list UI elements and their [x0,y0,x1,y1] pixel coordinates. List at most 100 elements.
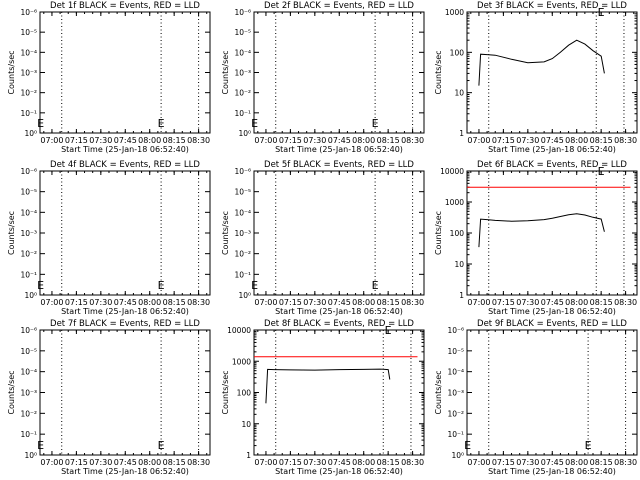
y-tick-label: 10⁻⁵ [20,28,37,37]
y-tick-label: 10⁻² [234,89,251,98]
x-tick-label: 08:15 [377,298,400,307]
y-tick-label: 10⁻¹ [234,270,251,279]
event-marker: E [37,279,44,292]
x-tick-label: 07:00 [40,298,63,307]
x-tick-label: 07:30 [303,136,326,145]
y-tick-label: 10⁻¹ [20,430,37,439]
y-tick-label: 10⁻⁴ [20,368,37,377]
y-tick-label: 10⁻⁶ [234,8,251,17]
y-tick-label: 10⁻⁵ [20,347,37,356]
y-axis-label: Counts/sec [7,211,16,255]
plot-title: Det 8f BLACK = Events, RED = LLD [264,319,414,329]
y-tick-label: 10 [241,420,251,429]
x-axis-label: Start Time (25-Jan-18 06:52:40) [488,145,616,154]
y-tick-label: 10⁻⁵ [20,188,37,197]
x-tick-label: 07:00 [40,136,63,145]
event-marker: E [372,279,379,292]
x-tick-label: 08:15 [590,298,613,307]
x-tick-label: 07:00 [467,298,490,307]
y-tick-label: 10⁻⁶ [447,326,464,335]
y-tick-label: 10⁰ [24,291,37,300]
x-tick-label: 07:00 [254,136,277,145]
y-axis-label: Counts/sec [221,211,230,255]
plot-title: Det 1f BLACK = Events, RED = LLD [50,1,200,11]
x-axis-label: Start Time (25-Jan-18 06:52:40) [488,467,616,476]
y-tick-label: 10⁻⁵ [234,28,251,37]
x-axis-label: Start Time (25-Jan-18 06:52:40) [275,307,403,316]
plot-frame [39,329,211,456]
y-tick-label: 10⁻⁵ [447,347,464,356]
y-tick-label: 10⁻⁶ [20,326,37,335]
plot-frame [253,170,425,296]
x-tick-label: 07:15 [492,298,515,307]
x-tick-label: 07:45 [328,458,351,467]
y-tick-label: 10⁻³ [234,229,251,238]
x-tick-label: 07:45 [114,458,137,467]
y-tick-label: 10⁰ [24,451,37,460]
events-series-line [478,39,605,86]
x-axis-label: Start Time (25-Jan-18 06:52:40) [275,467,403,476]
x-tick-label: 07:15 [279,298,302,307]
y-tick-label: 10⁻³ [447,389,464,398]
x-tick-label: 07:45 [114,298,137,307]
y-tick-label: 1000 [445,198,464,207]
x-axis-label: Start Time (25-Jan-18 06:52:40) [61,145,189,154]
y-tick-label: 1000 [232,357,251,366]
event-marker: E [598,6,605,19]
plot-title: Det 7f BLACK = Events, RED = LLD [50,319,200,329]
y-tick-label: 10⁻⁵ [234,188,251,197]
y-axis-label: Counts/sec [7,50,16,94]
plot-frame [253,11,425,134]
x-tick-label: 08:00 [352,136,375,145]
event-marker: E [585,439,592,452]
y-tick-label: 10⁻⁴ [20,48,37,57]
event-marker: E [37,439,44,452]
y-tick-label: 10 [454,260,464,269]
x-tick-label: 08:30 [401,298,424,307]
event-marker: E [158,279,165,292]
x-tick-label: 08:15 [377,458,400,467]
event-marker: E [372,117,379,130]
x-tick-label: 07:00 [467,136,490,145]
y-axis-label: Counts/sec [434,211,443,255]
x-tick-label: 08:00 [565,136,588,145]
plot-frame [466,170,638,296]
x-tick-label: 07:45 [328,298,351,307]
x-tick-label: 08:00 [138,298,161,307]
x-tick-label: 07:15 [279,458,302,467]
y-tick-label: 10⁻⁶ [234,167,251,176]
x-tick-label: 08:15 [377,136,400,145]
plot-title: Det 2f BLACK = Events, RED = LLD [264,1,414,11]
x-tick-label: 07:30 [89,136,112,145]
x-tick-label: 08:30 [614,458,637,467]
x-tick-label: 08:15 [590,458,613,467]
y-tick-label: 10⁰ [451,451,464,460]
detector-plot-1: Det 1f BLACK = Events, RED = LLD 07:00 07:… [7,1,211,154]
y-tick-label: 1000 [445,8,464,17]
x-tick-label: 07:45 [114,136,137,145]
plot-title: Det 6f BLACK = Events, RED = LLD [477,160,627,170]
y-tick-label: 10⁻¹ [447,430,464,439]
events-series-line [478,213,605,248]
x-axis-label: Start Time (25-Jan-18 06:52:40) [275,145,403,154]
y-tick-label: 10000 [440,167,464,176]
x-tick-label: 08:30 [614,136,637,145]
event-marker: E [251,279,258,292]
plot-frame [253,329,425,456]
y-tick-label: 10⁻⁴ [20,208,37,217]
x-tick-label: 07:15 [65,298,88,307]
x-tick-label: 07:00 [40,458,63,467]
plot-frame [466,11,638,134]
plot-frame [466,329,638,456]
x-tick-label: 08:30 [187,458,210,467]
y-tick-label: 100 [237,389,252,398]
x-tick-label: 07:15 [492,136,515,145]
y-tick-label: 1 [459,291,464,300]
x-axis-label: Start Time (25-Jan-18 06:52:40) [488,307,616,316]
x-tick-label: 07:30 [303,458,326,467]
